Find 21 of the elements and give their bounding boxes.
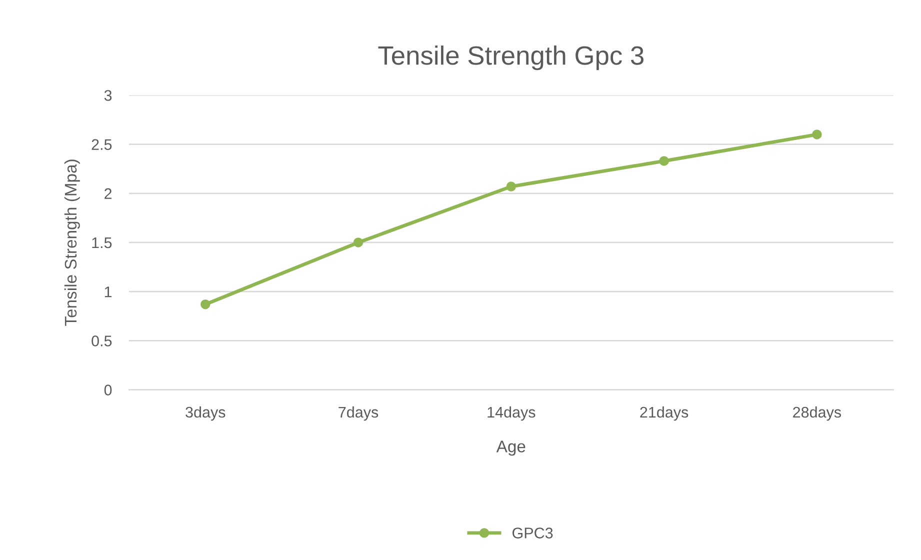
point xyxy=(812,130,822,140)
point xyxy=(659,156,669,166)
y-tick-label: 1.5 xyxy=(92,238,112,248)
x-tick-label: 28days xyxy=(793,406,842,421)
x-tick-label: 14days xyxy=(488,406,536,421)
point xyxy=(200,299,210,310)
x-tick-label: 21days xyxy=(640,406,688,421)
point xyxy=(506,182,516,192)
y-tick-label: 3 xyxy=(104,90,112,101)
x-tick-label: 7days xyxy=(338,406,378,421)
y-axis-title: Tensile Strength (Mpa) xyxy=(64,160,80,326)
y-tick-label: 0.5 xyxy=(92,336,112,346)
y-tick-label: 0 xyxy=(104,384,112,396)
y-tick-label: 2 xyxy=(104,188,112,199)
x-axis-title: Age xyxy=(496,440,526,456)
y-tick-label: 1 xyxy=(104,286,112,298)
x-tick-label: 3days xyxy=(186,406,226,421)
legend-label: GPC3 xyxy=(512,528,553,538)
point xyxy=(353,238,364,248)
y-tick-label: 2.5 xyxy=(92,139,112,150)
chart-title: Tensile Strength Gpc 3 xyxy=(378,46,644,70)
